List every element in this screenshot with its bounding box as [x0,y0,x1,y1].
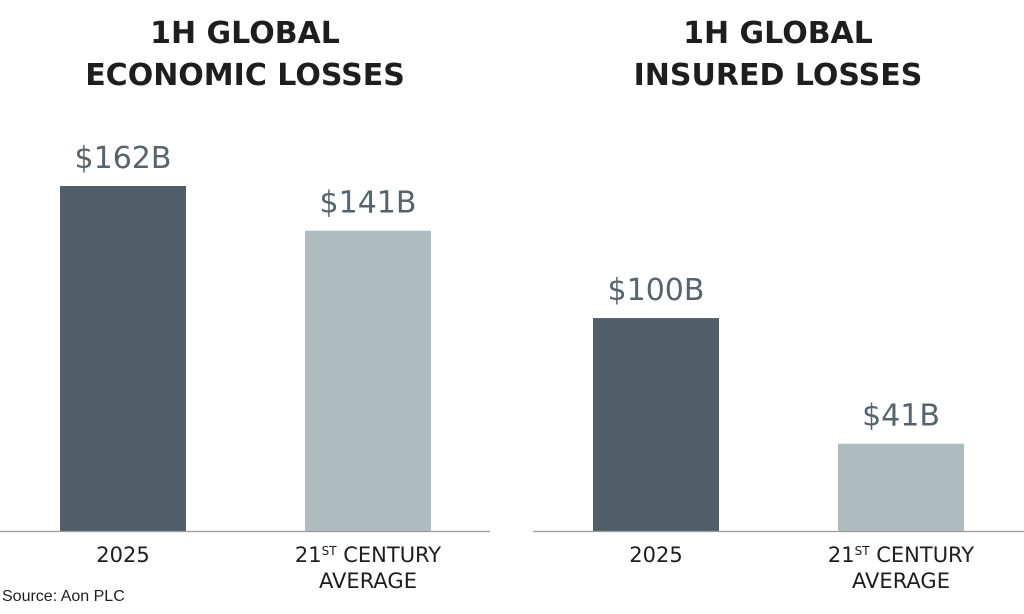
bar-value-label: $141B [320,186,417,221]
category-label: 2025 [96,543,149,567]
source-note: Source: Aon PLC [2,588,125,605]
bar-value-label: $100B [608,273,705,308]
bar-value-label: $162B [75,141,172,176]
chart-title-line: 1H GLOBAL [683,16,873,51]
category-label: AVERAGE [852,569,950,593]
category-label: 21ST CENTURY [828,543,974,567]
chart-2: 1H GLOBAL INSURED LOSSES $100B $41B 2025 21ST… [533,16,1024,593]
chart-title-line: ECONOMIC LOSSES [85,58,405,93]
category-label: 2025 [629,543,682,567]
bar [838,443,964,531]
chart-1: 1H GLOBAL ECONOMIC LOSSES $162B $141B 2025 21… [0,16,490,593]
bar [305,230,431,531]
category-label: AVERAGE [319,569,417,593]
chart-title-line: INSURED LOSSES [634,58,923,93]
bar [593,318,719,531]
bar-value-label: $41B [862,399,940,434]
chart-title-line: 1H GLOBAL [150,16,340,51]
category-label: 21ST CENTURY [295,543,441,567]
bar [60,186,186,531]
